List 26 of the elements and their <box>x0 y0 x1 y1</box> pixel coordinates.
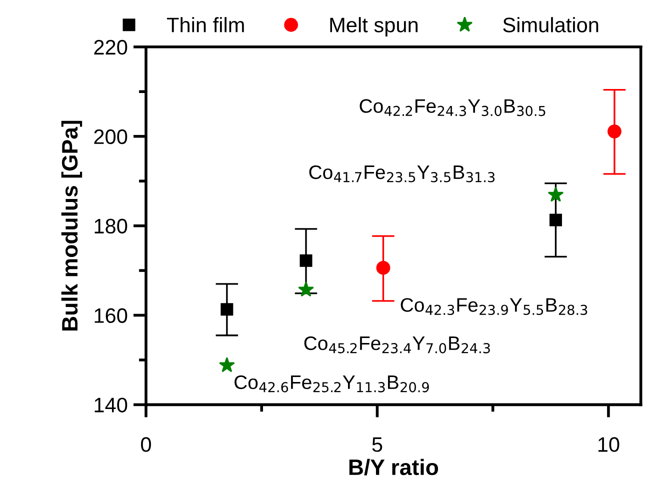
y-tick-label: 140 <box>94 398 128 412</box>
point <box>300 254 312 267</box>
annotation: Co$_{41.7}$Fe$_{23.5}$Y$_{3.5}$B$_{31.3}$ <box>309 165 495 182</box>
y-tick-label: 220 <box>94 40 128 55</box>
y-tick-label: 180 <box>94 218 128 234</box>
point <box>218 357 235 372</box>
annotation: Co$_{42.3}$Fe$_{23.9}$Y$_{5.5}$B$_{28.3}$ <box>400 298 588 316</box>
point <box>548 186 564 202</box>
point <box>220 303 234 316</box>
point <box>376 260 390 275</box>
legend-label: Simulation <box>503 17 598 32</box>
y-tick-label: 200 <box>94 129 128 144</box>
x-axis-title: B/Y ratio <box>349 458 438 476</box>
annotation: Co$_{42.6}$Fe$_{25.2}$Y$_{11.3}$B$_{20.9}$ <box>234 375 429 392</box>
point <box>608 124 622 138</box>
point <box>298 281 314 297</box>
point <box>549 214 562 226</box>
x-tick-label: 5 <box>372 437 382 452</box>
x-tick-label: 10 <box>598 437 620 452</box>
legend-label: Melt spun <box>330 17 418 36</box>
y-tick-label: 160 <box>94 308 128 323</box>
x-tick-label: 0 <box>141 437 151 452</box>
annotation: Co$_{42.2}$Fe$_{24.3}$Y$_{3.0}$B$_{30.5}$ <box>360 99 546 116</box>
annotation: Co$_{45.2}$Fe$_{23.4}$Y$_{7.0}$B$_{24.3}$ <box>304 336 490 354</box>
y-axis-title: Bulk modulus [GPa] <box>61 120 82 330</box>
legend-label: Thin film <box>166 17 244 32</box>
